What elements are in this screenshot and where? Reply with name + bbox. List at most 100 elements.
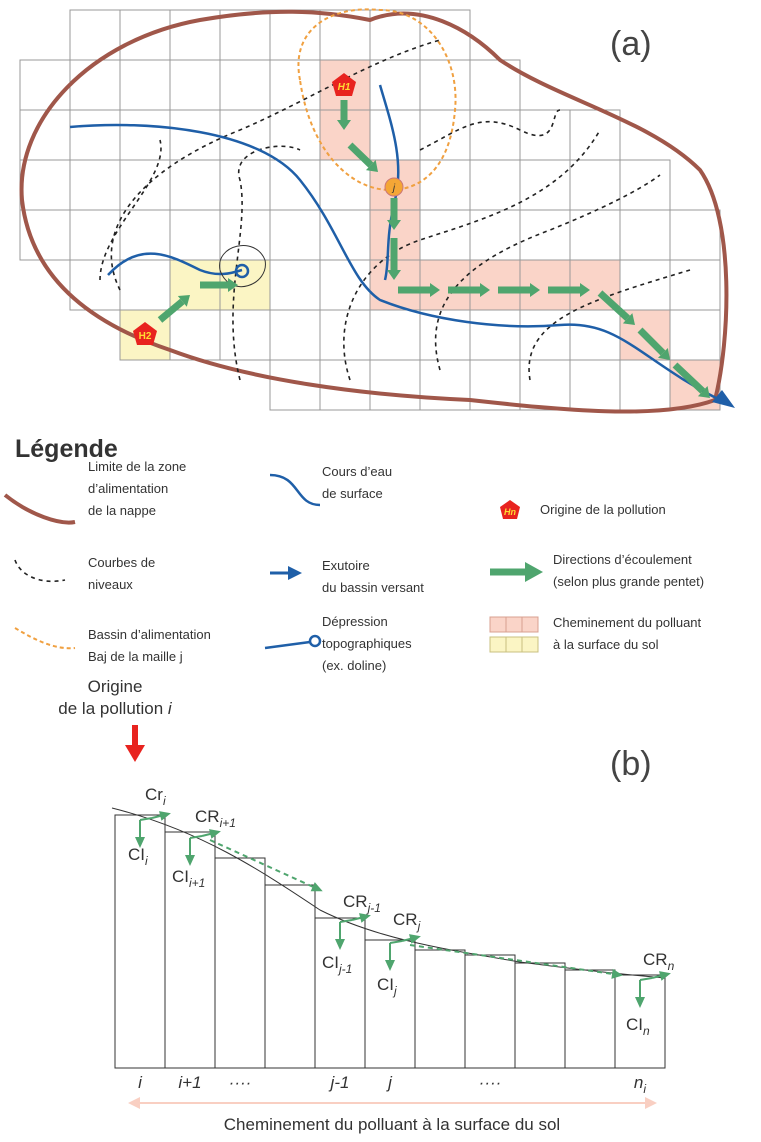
flow-arrow-head [337, 120, 351, 130]
flow-label: Cri [145, 785, 166, 808]
flow-arrow [157, 298, 185, 323]
flow-head [185, 855, 195, 866]
flow-sub: i [163, 794, 166, 808]
icon [288, 566, 302, 580]
flow-head [209, 829, 221, 839]
flow-arrow [347, 142, 374, 168]
flow-line [139, 817, 153, 821]
x-label: j [386, 1073, 393, 1092]
flow-head [135, 837, 145, 848]
cell [564, 969, 616, 1069]
grid [19, 9, 721, 411]
icon [269, 473, 321, 507]
legend-text: (ex. doline) [322, 658, 386, 673]
cell [414, 949, 466, 1069]
flow-line [389, 940, 403, 944]
flow-arrow-head [365, 160, 378, 172]
legend-text: à la surface du sol [553, 637, 659, 652]
flow-label: CIi [128, 845, 148, 868]
stream [69, 123, 721, 402]
flow-line [209, 839, 321, 891]
flow-arrow-head [387, 270, 401, 280]
flow-arrow-head [480, 283, 490, 297]
flow-head [359, 913, 371, 923]
icon [14, 559, 66, 582]
flow-sub: n [668, 959, 675, 973]
icon [525, 562, 543, 582]
flow-arrow-head [177, 295, 190, 307]
flow-base: CI [128, 845, 145, 864]
legend-text: Bassin d’alimentation [88, 627, 211, 642]
flow-arrow-head [430, 283, 440, 297]
catchment-basin [297, 8, 457, 192]
legend-text: topographiques [322, 636, 412, 651]
x-label: j-1 [329, 1073, 350, 1092]
flow-base: CR [643, 950, 668, 969]
x-label-sub: i [643, 1082, 646, 1096]
icon [500, 500, 520, 519]
origin-arrow [125, 745, 145, 762]
flow-base: Cr [145, 785, 163, 804]
legend-text: Baj de la maille j [88, 649, 183, 664]
cell [464, 954, 516, 1069]
origin-marker [332, 73, 356, 96]
legend-text: Limite de la zone [88, 459, 186, 474]
icon [14, 627, 76, 650]
flow-label: CIj-1 [322, 953, 352, 976]
flow-line [189, 835, 203, 839]
flow-base: CR [343, 892, 368, 911]
flow-arrow-head [228, 278, 238, 292]
flow-label: CRn [643, 950, 675, 973]
icon [3, 493, 76, 525]
flow-head [611, 968, 623, 979]
flow-label: CRj-1 [343, 892, 381, 915]
origin-text: de la pollution [58, 699, 168, 718]
doline [234, 263, 250, 279]
flow-base: CI [626, 1015, 643, 1034]
flow-base: CR [393, 910, 418, 929]
flow-label: CIj [377, 975, 397, 998]
cell [264, 884, 316, 1069]
flow-head [385, 960, 395, 971]
cell [214, 857, 266, 1069]
contours [99, 39, 691, 381]
legend-text: d’alimentation [88, 481, 168, 496]
legend-title: Légende [15, 435, 118, 463]
cell [164, 831, 216, 1069]
stream [107, 252, 243, 276]
flow-base: CI [322, 953, 339, 972]
flow-sub: i+1 [189, 876, 205, 890]
flow-sub: j-1 [337, 962, 352, 976]
flow-arrow-head [580, 283, 590, 297]
legend-text: Exutoire [322, 558, 370, 573]
flow-head [635, 997, 645, 1008]
cell [514, 962, 566, 1069]
flow-sub: i+1 [220, 816, 236, 830]
flow-head [409, 934, 421, 944]
x-label: i [138, 1073, 143, 1092]
legend-text: de surface [322, 486, 383, 501]
path-cell [420, 260, 470, 310]
flow-base: CR [195, 807, 220, 826]
cell [114, 814, 166, 1069]
flow-label: CIn [626, 1015, 650, 1038]
flow-base: CI [377, 975, 394, 994]
path-cell [520, 260, 570, 310]
legend-text: (selon plus grande pentet) [553, 574, 704, 589]
legend-texts: Limite de la zone d’alimentation de la nap… [88, 459, 704, 673]
x-label: ni [634, 1073, 646, 1096]
icon [489, 636, 539, 653]
origin-title: de la pollution i [58, 699, 173, 718]
flow-arrow-head [622, 313, 635, 325]
origin-index: i [168, 699, 173, 718]
flow-sub: j [392, 984, 397, 998]
flow-sub: n [643, 1024, 650, 1038]
aquifer-boundary [19, 9, 729, 414]
flow-head [659, 971, 671, 981]
flow-arrow-head [530, 283, 540, 297]
legend-text: Dépression [322, 614, 388, 629]
h1-label: H1 [338, 82, 351, 93]
origin-title: Origine [88, 677, 143, 696]
